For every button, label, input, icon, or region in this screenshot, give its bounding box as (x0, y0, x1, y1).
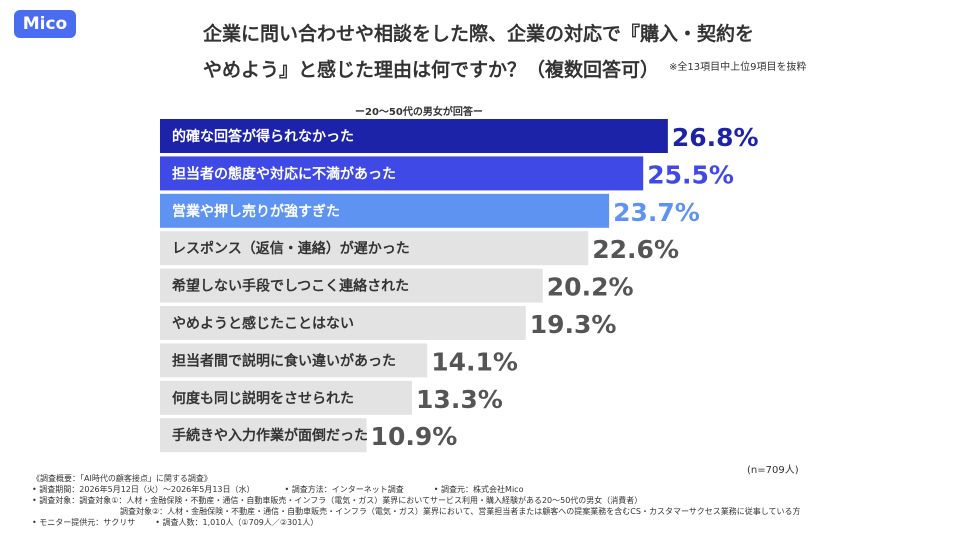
sample-size: (n=709人) (747, 465, 799, 476)
category-label-8: 何度も同じ説明をさせられた (172, 390, 354, 407)
survey-count: • 調査人数：1,010人（①709人／②301人） (155, 518, 319, 527)
survey-period: • 調査期間：2026年5月12日（火）〜2026年5月13日（水） (32, 485, 255, 494)
bar-2 (160, 156, 644, 191)
mico-logo: Mico (14, 10, 76, 38)
survey-footnotes: 《調査概要：「AI時代の顧客接点」に関する調査》 • 調査期間：2026年5月1… (32, 473, 801, 528)
survey-organizer: • 調査元：株式会社Mico (433, 485, 524, 494)
value-label-4: 22.6% (592, 235, 679, 264)
survey-target-2: 調査対象②：人材・金融保険・不動産・通信・自動車販売・インフラ（電気・ガス）業界… (120, 507, 801, 516)
value-label-7: 14.1% (431, 347, 518, 376)
category-label-9: 手続きや入力作業が面倒だった (172, 427, 368, 444)
bar-8 (160, 380, 413, 415)
value-label-5: 20.2% (547, 273, 634, 302)
category-label-1: 的確な回答が得られなかった (172, 128, 354, 145)
category-label-4: レスポンス（返信・連絡）が遅かった (172, 240, 410, 257)
survey-title: 《調査概要：「AI時代の顧客接点」に関する調査》 (32, 474, 212, 483)
bar-3 (160, 193, 610, 228)
category-label-6: やめようと感じたことはない (172, 315, 354, 332)
title-line-1: 企業に問い合わせや相談をした際、企業の対応で『購入・契約を (203, 23, 755, 45)
bar-chart: 的確な回答が得られなかった 26.8% 担当者の態度や対応に不満があった 25.5% 営… (160, 119, 759, 453)
bar-5 (160, 268, 543, 303)
bar-4 (160, 231, 589, 266)
bar-9 (160, 418, 367, 453)
category-label-3: 営業や押し売りが強すぎた (172, 203, 340, 220)
respondents-caption: ー20〜50代の男女が回答ー (355, 107, 483, 118)
value-label-8: 13.3% (416, 385, 503, 414)
bar-7 (160, 343, 428, 378)
selection-note: ※全13項目中上位9項目を抜粋 (669, 62, 807, 73)
survey-target-1: • 調査対象：調査対象①：人材・金融保険・不動産・通信・自動車販売・インフラ（電… (32, 496, 643, 505)
title-line-2: やめよう』と感じた理由は何ですか？（複数回答可） (203, 59, 660, 81)
page-title: 企業に問い合わせや相談をした際、企業の対応で『購入・契約を やめよう』と感じた理… (203, 16, 763, 88)
value-label-2: 25.5% (647, 160, 734, 189)
bar-6 (160, 306, 526, 340)
value-label-6: 19.3% (530, 310, 617, 339)
value-label-9: 10.9% (371, 422, 458, 451)
value-label-1: 26.8% (672, 123, 759, 152)
survey-method: • 調査方法：インターネット調査 (284, 485, 404, 494)
category-label-7: 担当者間で説明に食い違いがあった (172, 352, 396, 369)
monitor-provider: • モニター提供元：サクリサ (32, 518, 136, 527)
value-label-3: 23.7% (613, 198, 700, 227)
survey-meta-row: • 調査期間：2026年5月12日（火）〜2026年5月13日（水） • 調査方法… (32, 484, 801, 495)
category-label-2: 担当者の態度や対応に不満があった (172, 165, 396, 182)
survey-provider-row: • モニター提供元：サクリサ • 調査人数：1,010人（①709人／②301人） (32, 517, 801, 528)
bar-1 (160, 119, 668, 153)
category-label-5: 希望しない手段でしつこく連絡された (172, 278, 409, 295)
